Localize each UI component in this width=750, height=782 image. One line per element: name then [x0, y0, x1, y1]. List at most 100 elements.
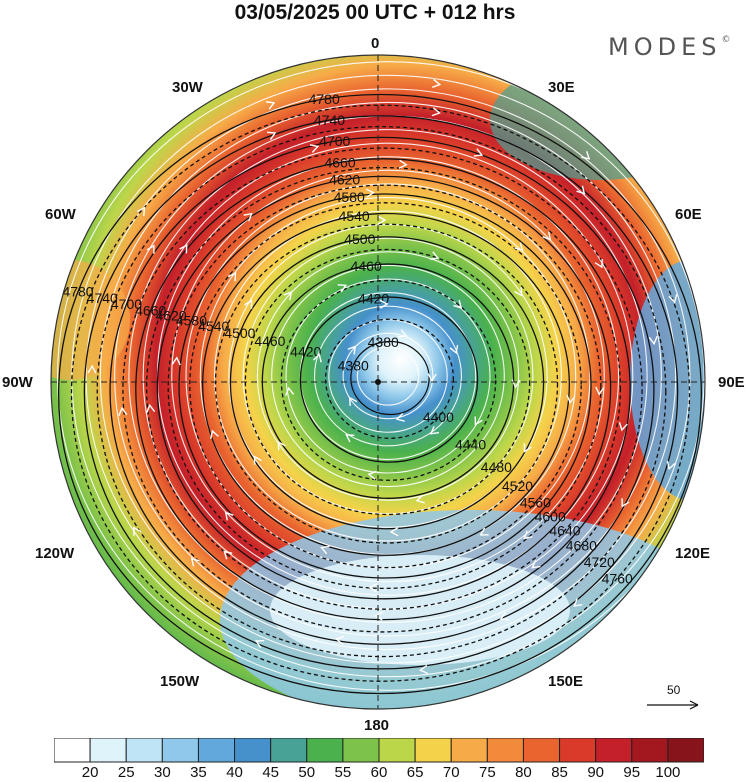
streamline [285, 278, 491, 474]
contour-line [299, 296, 479, 463]
wind-arrow [427, 373, 437, 383]
wind-arrow [285, 386, 295, 396]
wind-arrow [581, 150, 591, 160]
wind-arrow [133, 526, 142, 536]
contour-label: 4560 [520, 494, 551, 510]
wind-arrow [345, 433, 355, 443]
contour-line [83, 115, 679, 670]
contour-label: 4740 [314, 112, 345, 128]
wind-arrow [277, 440, 286, 451]
colorbar-tick-label: 90 [587, 764, 604, 781]
lon-label-120e: 120E [675, 545, 711, 562]
lon-label-120w: 120W [35, 545, 75, 562]
wind-arrow [365, 188, 375, 198]
colorbar-swatch [234, 738, 272, 763]
contour-line [202, 212, 570, 556]
contour-line [156, 175, 612, 600]
wind-arrow [395, 413, 405, 422]
wind-arrow [179, 244, 188, 254]
wind-arrow [379, 299, 389, 309]
colorbar-tick-label: 45 [262, 764, 279, 781]
wind-arrow [573, 598, 583, 607]
contour-label: 4500 [224, 325, 255, 341]
colorbar-swatch [486, 738, 524, 763]
colorbar-swatch [342, 738, 380, 763]
wind-arrow [146, 244, 155, 254]
map-title: 03/05/2025 00 UTC + 012 hrs [234, 1, 516, 24]
wind-arrow [373, 611, 383, 621]
colorbar-tick-label: 50 [298, 764, 316, 781]
colorbar-tick-label: 75 [478, 764, 496, 781]
wind-arrow [349, 396, 358, 406]
colorbar-swatch [125, 738, 163, 763]
colorbar-swatch [450, 738, 488, 763]
colorbar-tick-label: 85 [551, 764, 568, 781]
wind-arrow [367, 470, 377, 480]
wind-arrow [309, 144, 320, 153]
contour-label: 4580 [176, 312, 207, 328]
wind-arrow [337, 284, 348, 293]
wind-arrow [254, 639, 265, 649]
contour-line [280, 279, 497, 481]
contour-label: 4540 [339, 208, 370, 224]
lon-label-0: 0 [371, 35, 380, 52]
contour-label: 4760 [602, 570, 633, 586]
lon-label-60w: 60W [45, 206, 76, 223]
colorbar-tick-label: 80 [515, 764, 532, 781]
contour-label: 4700 [111, 296, 142, 312]
contour-label: 4600 [535, 508, 566, 524]
wind-arrow [431, 107, 441, 117]
height-contours: 4380 4380 4400 4420 4420 4440 4460 4460 4480 4500… [57, 91, 703, 695]
wind-arrow [136, 206, 146, 216]
contour-line [261, 263, 515, 499]
wind-arrow [223, 550, 233, 560]
streamline [314, 305, 462, 447]
contour-line [214, 223, 559, 544]
contour-label: 4440 [455, 437, 486, 453]
wind-arrow [320, 545, 330, 555]
contour-label: 4780 [62, 284, 93, 300]
colorbar-swatch [270, 738, 308, 763]
wind-arrow [171, 356, 181, 366]
contour-line [109, 136, 655, 645]
colorbar-tick-label: 40 [226, 764, 243, 781]
wind-arrow [514, 242, 524, 252]
contour-label: 4400 [423, 409, 454, 425]
wind-arrow [244, 299, 253, 309]
wind-arrow [398, 159, 408, 169]
streamline [242, 237, 534, 515]
lon-label-150e: 150E [548, 673, 584, 690]
wind-arrow [415, 494, 425, 504]
reference-vector-arrow [647, 700, 699, 710]
streamline [256, 251, 520, 501]
wind-arrow [146, 403, 156, 413]
reference-vector-value: 50 [667, 683, 681, 697]
wind-arrow [621, 498, 630, 508]
wind-arrow [429, 251, 440, 260]
streamline [356, 346, 420, 406]
wind-arrow [648, 336, 658, 346]
wind-arrows [87, 78, 678, 675]
streamline [128, 129, 648, 623]
contour-label: 4380 [368, 334, 399, 350]
contour-label: 4700 [319, 133, 350, 149]
contour-line [324, 318, 455, 439]
colorbar-swatch [559, 738, 597, 763]
contour-line [229, 236, 545, 530]
lon-label-180: 180 [364, 717, 390, 734]
wind-arrow [514, 287, 523, 297]
wind-arrow [479, 527, 489, 536]
contour-label: 4660 [135, 302, 166, 318]
streamline [271, 264, 505, 488]
contour-label: 4580 [334, 189, 365, 205]
streamline [56, 61, 705, 691]
streamline [342, 332, 434, 420]
colorbar-tick-label: 30 [153, 764, 171, 781]
wind-arrow [594, 258, 603, 269]
contour-label: 4500 [344, 231, 375, 247]
wind-arrow [253, 455, 262, 465]
wind-arrow [595, 386, 605, 396]
wind-arrow [347, 345, 357, 355]
contour-line [122, 147, 643, 633]
wind-arrow [267, 131, 277, 140]
